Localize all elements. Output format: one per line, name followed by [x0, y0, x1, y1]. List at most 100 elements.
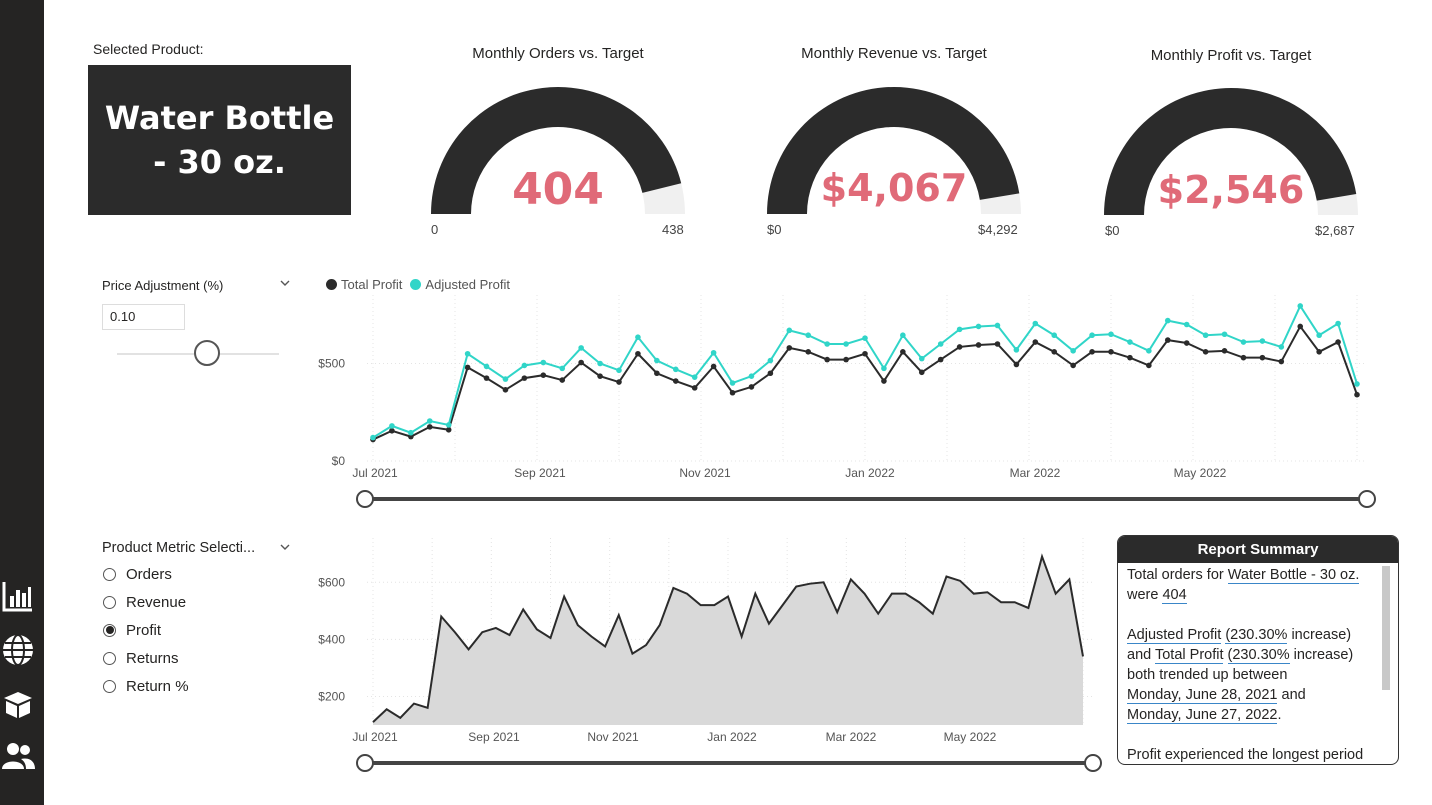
- chevron-down-icon[interactable]: [279, 540, 291, 558]
- data-point[interactable]: [1316, 332, 1322, 339]
- data-point[interactable]: [900, 332, 906, 339]
- data-point[interactable]: [1070, 348, 1076, 354]
- data-point[interactable]: [1108, 349, 1114, 355]
- data-point[interactable]: [862, 335, 868, 341]
- radio-button[interactable]: [103, 595, 116, 609]
- slider-end-handle[interactable]: [1084, 754, 1102, 772]
- data-point[interactable]: [729, 389, 736, 396]
- data-point[interactable]: [824, 356, 830, 363]
- data-point[interactable]: [881, 378, 887, 384]
- metric-option[interactable]: Return %: [103, 672, 189, 700]
- data-point[interactable]: [1202, 332, 1209, 339]
- data-point[interactable]: [672, 366, 679, 373]
- data-point[interactable]: [994, 322, 1001, 329]
- data-point[interactable]: [635, 350, 641, 357]
- data-point[interactable]: [578, 359, 584, 366]
- data-point[interactable]: [1354, 381, 1360, 387]
- data-point[interactable]: [1127, 354, 1133, 361]
- data-point[interactable]: [1032, 320, 1039, 327]
- data-point[interactable]: [426, 418, 433, 424]
- data-point[interactable]: [389, 427, 395, 434]
- data-point[interactable]: [748, 384, 755, 390]
- radio-button[interactable]: [103, 651, 116, 665]
- data-point[interactable]: [1335, 339, 1341, 345]
- data-point[interactable]: [502, 376, 509, 382]
- metric-option[interactable]: Revenue: [103, 588, 189, 616]
- data-point[interactable]: [710, 349, 717, 356]
- data-point[interactable]: [597, 373, 603, 379]
- data-point[interactable]: [1202, 349, 1209, 355]
- data-point[interactable]: [843, 356, 849, 363]
- data-point[interactable]: [900, 349, 906, 355]
- data-point[interactable]: [1183, 321, 1190, 328]
- data-point[interactable]: [672, 378, 679, 384]
- data-point[interactable]: [843, 341, 849, 347]
- data-point[interactable]: [1278, 358, 1285, 365]
- radio-button[interactable]: [103, 567, 116, 581]
- data-point[interactable]: [654, 370, 660, 377]
- data-point[interactable]: [729, 380, 736, 386]
- data-point[interactable]: [1051, 349, 1058, 355]
- data-point[interactable]: [540, 372, 547, 379]
- bar-chart-icon[interactable]: [0, 578, 36, 614]
- data-point[interactable]: [408, 429, 414, 436]
- metric-option[interactable]: Returns: [103, 644, 189, 672]
- data-point[interactable]: [748, 373, 755, 379]
- data-point[interactable]: [975, 323, 982, 330]
- data-point[interactable]: [1183, 340, 1190, 346]
- data-point[interactable]: [1278, 344, 1285, 350]
- data-point[interactable]: [862, 350, 868, 357]
- data-point[interactable]: [1051, 332, 1058, 339]
- data-point[interactable]: [483, 375, 490, 381]
- data-point[interactable]: [635, 334, 641, 340]
- data-point[interactable]: [389, 423, 395, 429]
- chevron-down-icon[interactable]: [279, 276, 291, 294]
- data-point[interactable]: [1354, 391, 1360, 398]
- data-point[interactable]: [1259, 338, 1266, 344]
- data-point[interactable]: [1127, 339, 1133, 345]
- data-point[interactable]: [408, 433, 414, 440]
- data-point[interactable]: [918, 369, 925, 376]
- data-point[interactable]: [1089, 332, 1095, 339]
- data-point[interactable]: [767, 357, 774, 364]
- data-point[interactable]: [521, 375, 528, 381]
- data-point[interactable]: [1013, 361, 1020, 368]
- slider-end-handle[interactable]: [1358, 490, 1376, 508]
- globe-icon[interactable]: [0, 632, 36, 668]
- data-point[interactable]: [559, 365, 566, 372]
- data-point[interactable]: [786, 327, 793, 334]
- data-point[interactable]: [1297, 323, 1304, 330]
- data-point[interactable]: [1146, 362, 1152, 369]
- data-point[interactable]: [540, 359, 547, 366]
- data-point[interactable]: [1013, 347, 1020, 353]
- data-point[interactable]: [956, 344, 963, 350]
- data-point[interactable]: [578, 345, 584, 351]
- data-point[interactable]: [710, 363, 717, 370]
- data-point[interactable]: [654, 357, 660, 364]
- summary-scrollbar[interactable]: [1382, 566, 1390, 690]
- data-point[interactable]: [1164, 317, 1171, 324]
- data-point[interactable]: [464, 364, 471, 371]
- data-point[interactable]: [918, 355, 925, 362]
- price-adjustment-slider-handle[interactable]: [194, 340, 220, 366]
- slider-start-handle[interactable]: [356, 754, 374, 772]
- data-point[interactable]: [956, 326, 963, 333]
- data-point[interactable]: [1240, 339, 1247, 345]
- data-point[interactable]: [1146, 348, 1152, 354]
- data-point[interactable]: [521, 362, 528, 369]
- data-point[interactable]: [767, 370, 774, 377]
- data-point[interactable]: [691, 385, 698, 391]
- data-point[interactable]: [805, 332, 812, 339]
- data-point[interactable]: [597, 360, 603, 367]
- data-point[interactable]: [464, 350, 471, 357]
- data-point[interactable]: [824, 341, 830, 347]
- radio-button[interactable]: [103, 623, 116, 637]
- metric-option[interactable]: Orders: [103, 560, 189, 588]
- data-point[interactable]: [937, 341, 944, 347]
- data-point[interactable]: [426, 424, 433, 430]
- data-point[interactable]: [1240, 354, 1247, 361]
- data-point[interactable]: [1221, 331, 1228, 338]
- data-point[interactable]: [1164, 337, 1171, 343]
- data-point[interactable]: [616, 379, 622, 385]
- data-point[interactable]: [1221, 348, 1228, 354]
